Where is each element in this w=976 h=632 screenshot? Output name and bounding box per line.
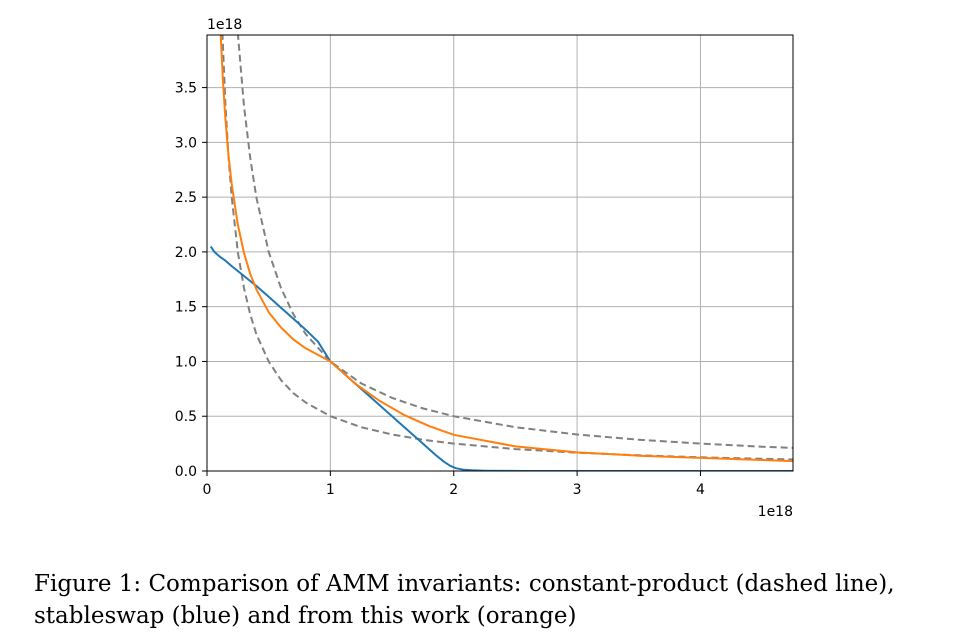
y-tick-label: 0.5 (175, 409, 197, 425)
series-line-3 (219, 35, 793, 463)
x-tick-label: 1 (326, 482, 335, 498)
y-exponent-label: 1e18 (207, 17, 242, 33)
ticks-layer: 0 1 2 3 4 0.0 0.5 1.0 1.5 2.0 2.5 3.0 3.5 (175, 81, 705, 498)
chart: 0 1 2 3 4 0.0 0.5 1.0 1.5 2.0 2.5 3.0 3.5 1e18 1e18 (175, 17, 794, 520)
x-tick-label: 4 (696, 482, 705, 498)
y-tick-label: 3.5 (175, 81, 197, 97)
series-layer (209, 35, 793, 471)
y-tick-label: 3.0 (175, 135, 197, 151)
y-tick-label: 0.0 (175, 464, 197, 480)
figure-caption: Figure 1: Comparison of AMM invariants: … (34, 571, 895, 629)
x-tick-label: 0 (203, 482, 212, 498)
x-exponent-label: 1e18 (758, 504, 793, 520)
x-tick-label: 2 (449, 482, 458, 498)
x-tick-label: 3 (573, 482, 582, 498)
series-line-0 (221, 35, 793, 461)
series-line-2 (209, 245, 793, 471)
grid (206, 35, 793, 472)
plot-frame (206, 34, 794, 472)
y-tick-label: 2.5 (175, 190, 197, 206)
y-tick-label: 1.5 (175, 300, 197, 316)
y-tick-label: 1.0 (175, 354, 197, 370)
series-line-1 (236, 35, 793, 449)
y-tick-label: 2.0 (175, 245, 197, 261)
